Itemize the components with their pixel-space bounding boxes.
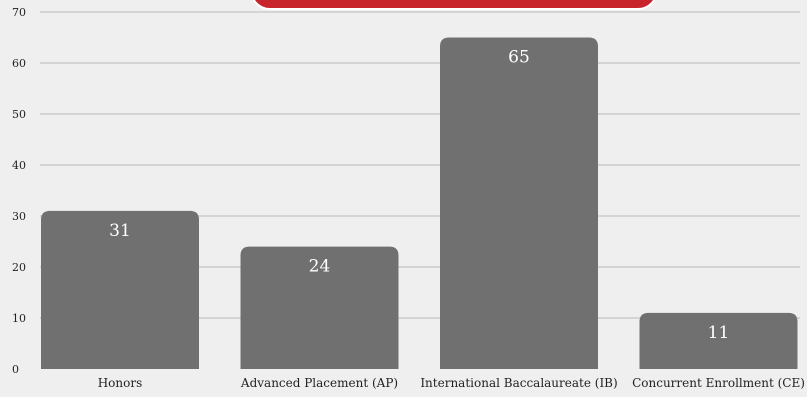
bar (41, 210, 199, 369)
header-banner (250, 0, 658, 10)
y-tick-label: 30 (12, 210, 26, 223)
y-tick-label: 10 (12, 312, 26, 325)
x-tick-label: Concurrent Enrollment (CE) (632, 376, 805, 390)
x-tick-label: International Baccalaureate (IB) (420, 376, 617, 390)
y-tick-label: 70 (12, 6, 26, 19)
y-tick-label: 60 (12, 57, 26, 70)
x-axis-ticks: Honors Advanced Placement (AP) Internation… (98, 376, 805, 390)
bar-value-label: 65 (508, 48, 530, 68)
bar (639, 312, 798, 369)
bar (240, 246, 399, 369)
y-tick-label: 0 (12, 363, 19, 376)
bar-value-label: 11 (708, 323, 730, 343)
bar-value-label: 24 (309, 257, 331, 277)
y-tick-label: 40 (12, 159, 26, 172)
y-tick-label: 20 (12, 261, 26, 274)
x-tick-label: Advanced Placement (AP) (240, 376, 398, 390)
y-axis-ticks: 0 10 20 30 40 50 60 70 (12, 6, 26, 376)
bar (440, 37, 598, 369)
y-tick-label: 50 (12, 108, 26, 121)
x-tick-label: Honors (98, 376, 143, 390)
value-labels: 31 24 65 11 (109, 48, 729, 343)
bar-value-label: 31 (109, 221, 131, 241)
bars (41, 37, 798, 369)
